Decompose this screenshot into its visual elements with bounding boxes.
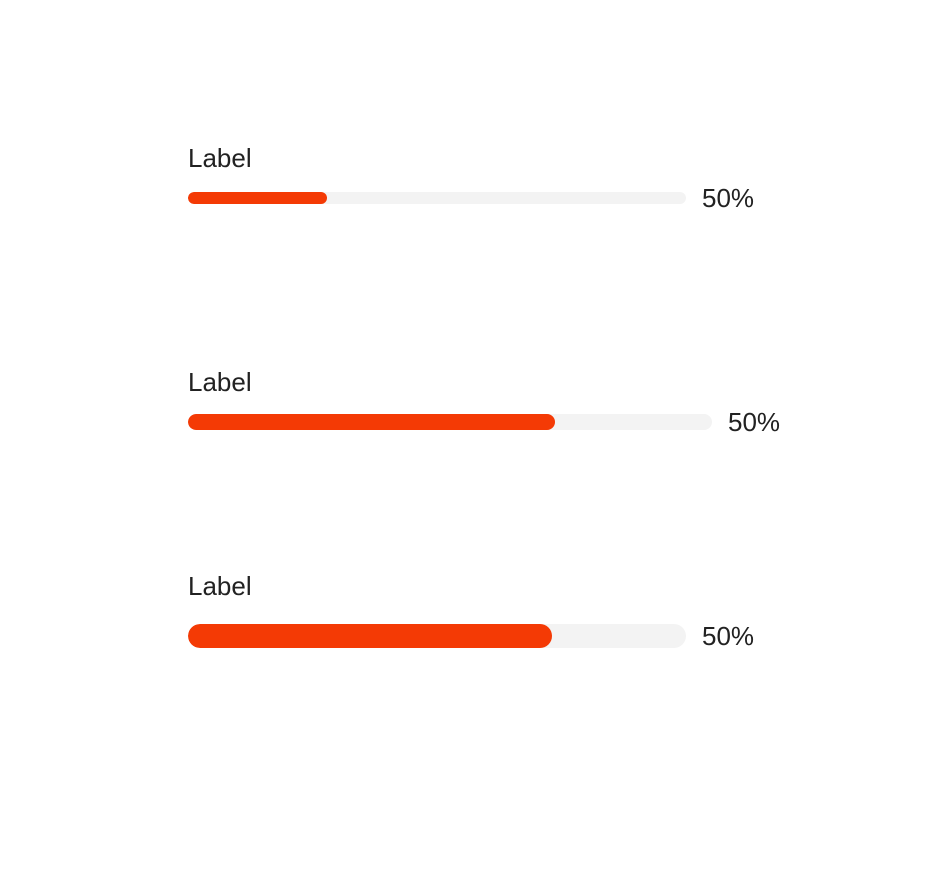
- progress-label: Label: [188, 571, 252, 601]
- progress-fill: [188, 192, 328, 204]
- progress-track: [188, 192, 686, 204]
- progress-percent: 50%: [728, 407, 781, 437]
- progress-label: Label: [188, 367, 252, 397]
- progress-label: Label: [188, 143, 252, 173]
- progress-fill: [188, 414, 555, 430]
- progress-fill: [188, 624, 552, 648]
- progress-percent: 50%: [702, 183, 755, 213]
- progress-track: [188, 624, 686, 648]
- progress-percent: 50%: [702, 621, 755, 651]
- progress-track: [188, 414, 712, 430]
